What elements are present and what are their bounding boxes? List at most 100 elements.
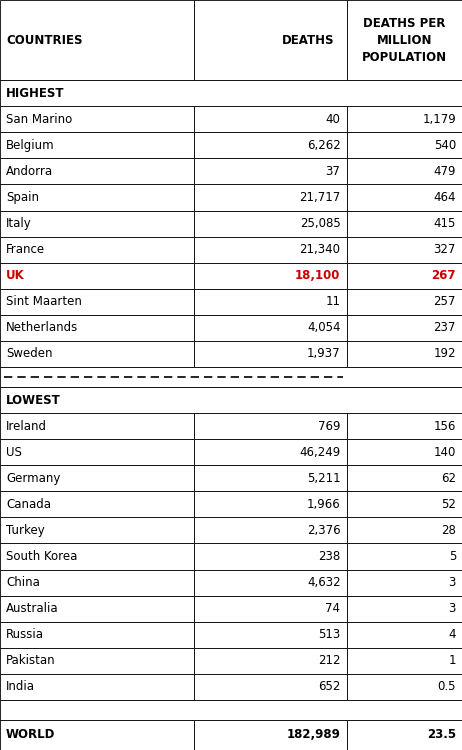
Text: Italy: Italy	[6, 217, 32, 230]
Bar	[194, 720, 346, 750]
Bar	[346, 262, 462, 289]
Text: 2,376: 2,376	[307, 524, 340, 537]
Text: 140: 140	[434, 446, 456, 459]
Bar	[0, 106, 194, 132]
Text: 1,937: 1,937	[307, 347, 340, 361]
Text: 46,249: 46,249	[299, 446, 340, 459]
Bar	[346, 184, 462, 211]
Text: 327: 327	[434, 243, 456, 256]
Bar	[346, 465, 462, 491]
Text: UK: UK	[6, 269, 25, 282]
Bar	[346, 0, 462, 80]
Text: Germany: Germany	[6, 472, 61, 484]
Bar	[346, 674, 462, 700]
Text: 74: 74	[326, 602, 340, 615]
Bar	[194, 491, 346, 517]
Bar	[0, 0, 194, 80]
Text: WORLD: WORLD	[6, 728, 55, 742]
Text: Belgium: Belgium	[6, 139, 55, 152]
Bar	[194, 465, 346, 491]
Text: 21,340: 21,340	[299, 243, 340, 256]
Bar	[194, 622, 346, 648]
Text: 28: 28	[441, 524, 456, 537]
Bar	[346, 648, 462, 674]
Text: 11: 11	[326, 296, 340, 308]
Text: 3: 3	[449, 576, 456, 589]
Text: Spain: Spain	[6, 191, 39, 204]
Text: 6,262: 6,262	[307, 139, 340, 152]
Bar	[0, 262, 194, 289]
Text: Netherlands: Netherlands	[6, 321, 78, 334]
Bar	[0, 80, 462, 106]
Bar	[0, 289, 194, 315]
Text: 62: 62	[441, 472, 456, 484]
Text: San Marino: San Marino	[6, 112, 72, 126]
Bar	[0, 518, 194, 544]
Text: HIGHEST: HIGHEST	[6, 87, 65, 100]
Bar	[0, 648, 194, 674]
Bar	[346, 622, 462, 648]
Text: 1: 1	[449, 654, 456, 668]
Bar	[0, 158, 194, 184]
Bar	[346, 341, 462, 367]
Text: 4,054: 4,054	[307, 321, 340, 334]
Text: Andorra: Andorra	[6, 165, 53, 178]
Bar	[346, 491, 462, 517]
Bar	[0, 387, 462, 413]
Bar	[194, 184, 346, 211]
Bar	[0, 544, 194, 569]
Bar	[346, 569, 462, 596]
Bar	[194, 132, 346, 158]
Bar	[0, 596, 194, 622]
Text: 513: 513	[318, 628, 340, 641]
Bar	[346, 518, 462, 544]
Text: 1,966: 1,966	[307, 498, 340, 511]
Text: 40: 40	[326, 112, 340, 126]
Text: 415: 415	[434, 217, 456, 230]
Text: Russia: Russia	[6, 628, 44, 641]
Text: 5,211: 5,211	[307, 472, 340, 484]
Bar	[0, 211, 194, 237]
Bar	[346, 596, 462, 622]
Bar	[194, 341, 346, 367]
Bar	[194, 518, 346, 544]
Bar	[0, 440, 194, 465]
Bar	[194, 569, 346, 596]
Bar	[0, 491, 194, 517]
Bar	[0, 569, 194, 596]
Bar	[194, 211, 346, 237]
Text: 652: 652	[318, 680, 340, 693]
Text: US: US	[6, 446, 22, 459]
Bar	[194, 0, 346, 80]
Bar	[0, 700, 462, 720]
Text: South Korea: South Korea	[6, 550, 77, 563]
Text: France: France	[6, 243, 45, 256]
Bar	[346, 132, 462, 158]
Text: 156: 156	[434, 420, 456, 433]
Text: Canada: Canada	[6, 498, 51, 511]
Text: 21,717: 21,717	[299, 191, 340, 204]
Bar	[194, 674, 346, 700]
Bar	[194, 315, 346, 341]
Bar	[0, 367, 462, 387]
Text: Turkey: Turkey	[6, 524, 45, 537]
Bar	[346, 720, 462, 750]
Text: 192: 192	[433, 347, 456, 361]
Text: 52: 52	[441, 498, 456, 511]
Bar	[0, 720, 194, 750]
Bar	[0, 237, 194, 262]
Bar	[346, 106, 462, 132]
Text: 238: 238	[318, 550, 340, 563]
Text: COUNTRIES: COUNTRIES	[6, 34, 83, 46]
Text: Ireland: Ireland	[6, 420, 47, 433]
Bar	[194, 544, 346, 569]
Text: DEATHS PER
MILLION
POPULATION: DEATHS PER MILLION POPULATION	[362, 16, 447, 64]
Bar	[0, 184, 194, 211]
Text: 212: 212	[318, 654, 340, 668]
Bar	[194, 106, 346, 132]
Text: Australia: Australia	[6, 602, 59, 615]
Bar	[0, 315, 194, 341]
Bar	[346, 544, 462, 569]
Bar	[194, 262, 346, 289]
Bar	[346, 315, 462, 341]
